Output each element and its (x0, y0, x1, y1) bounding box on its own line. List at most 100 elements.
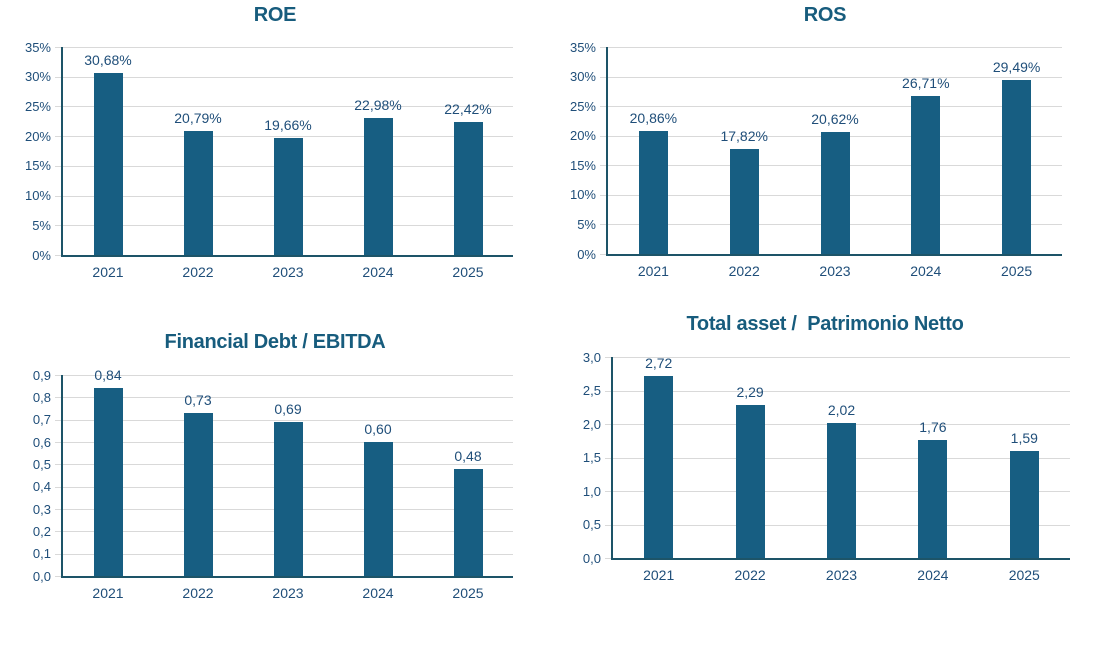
chart-title-total-asset-patrimonio-netto: Total asset / Patrimonio Netto (686, 313, 964, 335)
bar-value-label: 20,79% (174, 110, 222, 127)
bar-2023 (273, 138, 303, 255)
bar-value-label: 26,71% (902, 75, 950, 92)
x-tick-label: 2023 (819, 263, 851, 279)
y-axis-line (606, 47, 608, 256)
y-tick-label: 0,2 (32, 523, 51, 539)
bar-2025 (453, 468, 483, 576)
gridline (63, 419, 513, 421)
y-tick-label: 3,0 (582, 349, 601, 365)
chart-financial-debt-ebitda: Financial Debt / EBITDA 0,0 0,1 0,2 0,3 0,4 0… (0, 300, 550, 646)
gridline (63, 136, 513, 138)
y-tick-mark (55, 255, 61, 256)
y-tick-label: 0,1 (32, 546, 51, 562)
y-axis-line (611, 357, 613, 560)
chart-title-roe: ROE (253, 4, 297, 26)
y-tick-label: 15% (24, 158, 51, 174)
bar-value-label: 1,59 (1010, 430, 1038, 447)
y-tick-mark (600, 47, 606, 48)
bar-value-label: 22,42% (444, 100, 492, 117)
bar-2023 (827, 422, 856, 558)
bar-value-label: 29,49% (992, 58, 1041, 75)
bar-value-label: 2,29 (736, 383, 764, 400)
y-tick-mark (55, 47, 61, 48)
x-tick-label: 2024 (910, 263, 942, 279)
y-tick-label: 0,5 (582, 517, 601, 532)
x-tick-label: 2021 (92, 585, 124, 601)
x-tick-label: 2022 (182, 264, 214, 280)
x-tick-label: 2025 (1008, 567, 1040, 583)
x-tick-label: 2023 (272, 264, 304, 280)
y-tick-label: 0,0 (582, 550, 601, 566)
plot-area-financial-debt-ebitda: 0,0 0,1 0,2 0,3 0,4 0,5 0,6 0,7 0,8 0,9 0,84 2021 0,… (33, 367, 513, 601)
bar-2024 (363, 442, 393, 576)
x-tick-label: 2022 (182, 585, 214, 601)
bar-value-label: 17,82% (720, 127, 768, 144)
y-tick-label: 25% (569, 98, 596, 114)
x-tick-label: 2021 (92, 264, 124, 280)
x-tick-label: 2022 (728, 263, 760, 279)
x-tick-label: 2021 (637, 263, 669, 279)
y-tick-label: 10% (569, 187, 596, 203)
y-tick-mark (605, 558, 611, 559)
y-tick-mark (600, 165, 606, 167)
bar-2023 (820, 132, 850, 254)
chart-total-asset-patrimonio-netto: Total asset / Patrimonio Netto 0,0 0,5 1,0… (550, 300, 1100, 646)
chart-roe: ROE 0% 5% 10% 15% 20% 25% 30% 35% 30,68% 2021 20,7… (0, 0, 550, 300)
x-axis-line (611, 558, 1070, 560)
y-tick-mark (600, 76, 606, 78)
y-tick-label: 30% (24, 69, 51, 85)
y-tick-label: 0,3 (32, 501, 51, 517)
x-tick-label: 2022 (734, 567, 766, 583)
y-tick-label: 5% (577, 216, 596, 232)
y-tick-label: 1,0 (582, 483, 601, 499)
bar-2024 (363, 118, 393, 255)
y-tick-mark (55, 531, 61, 533)
y-tick-label: 20% (24, 128, 51, 144)
x-axis-line (61, 576, 513, 578)
y-tick-mark (55, 225, 61, 227)
y-tick-mark (600, 106, 606, 108)
gridline (608, 47, 1062, 48)
y-axis-line (61, 375, 63, 578)
y-tick-label: 5% (32, 217, 51, 233)
bar-value-label: 1,76 (919, 419, 947, 436)
y-tick-label: 35% (569, 39, 596, 55)
chart-title-financial-debt-ebitda: Financial Debt / EBITDA (164, 331, 386, 353)
bar-2023 (273, 421, 303, 576)
y-tick-mark (55, 576, 61, 577)
x-tick-label: 2024 (917, 567, 949, 583)
y-tick-mark (605, 390, 611, 392)
bar-value-label: 20,62% (811, 111, 859, 128)
y-tick-label: 0% (32, 247, 51, 263)
bar-2022 (183, 131, 213, 255)
bar-value-label: 2,72 (645, 354, 673, 371)
y-tick-mark (600, 254, 606, 255)
bar-value-label: 20,86% (629, 109, 678, 126)
y-tick-mark (55, 195, 61, 197)
x-tick-label: 2024 (362, 264, 394, 280)
y-tick-label: 0,8 (32, 389, 51, 405)
y-tick-label: 25% (24, 98, 51, 114)
x-axis-line (61, 255, 513, 257)
y-tick-label: 0,9 (32, 367, 51, 383)
y-tick-mark (55, 375, 61, 376)
y-tick-mark (55, 106, 61, 108)
x-tick-label: 2021 (643, 567, 675, 583)
chart-ros: ROS 0% 5% 10% 15% 20% 25% 30% 35% 20,86% 2021 17,8… (550, 0, 1100, 300)
y-tick-label: 20% (569, 128, 596, 144)
bar-value-label: 0,69 (274, 400, 302, 417)
y-axis-line (61, 47, 63, 257)
plot-area-roe: 0% 5% 10% 15% 20% 25% 30% 35% 30,68% 2021 20,79% 20… (25, 40, 513, 280)
y-tick-mark (55, 509, 61, 510)
bar-value-label: 2,02 (827, 401, 856, 418)
bar-2021 (644, 375, 674, 558)
y-tick-mark (55, 397, 61, 399)
bar-2024 (911, 96, 941, 254)
y-tick-label: 35% (24, 39, 51, 55)
y-tick-mark (55, 136, 61, 138)
gridline (613, 390, 1070, 392)
x-tick-label: 2025 (1001, 263, 1033, 279)
y-tick-label: 10% (24, 188, 51, 204)
y-tick-mark (605, 524, 611, 526)
